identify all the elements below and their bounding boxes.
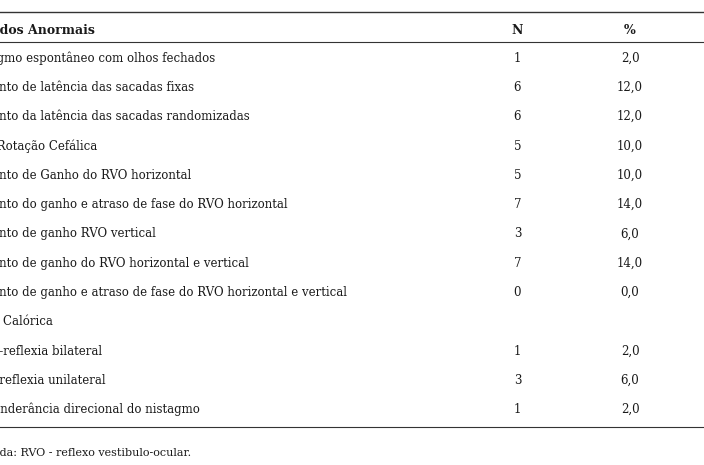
Text: Nistagmo espontâneo com olhos fechados: Nistagmo espontâneo com olhos fechados <box>0 51 215 65</box>
Text: 3: 3 <box>514 374 521 387</box>
Text: 6: 6 <box>514 81 521 94</box>
Text: 14,0: 14,0 <box>617 257 643 270</box>
Text: 6: 6 <box>514 110 521 123</box>
Text: 5: 5 <box>514 140 521 153</box>
Text: 0,0: 0,0 <box>621 286 639 299</box>
Text: Hiporreflexia unilateral: Hiporreflexia unilateral <box>0 374 106 387</box>
Text: 6,0: 6,0 <box>621 374 639 387</box>
Text: 12,0: 12,0 <box>617 110 643 123</box>
Text: 6,0: 6,0 <box>621 227 639 240</box>
Text: Aumento de Ganho do RVO horizontal: Aumento de Ganho do RVO horizontal <box>0 169 191 182</box>
Text: 1: 1 <box>514 52 521 65</box>
Text: 7: 7 <box>514 257 521 270</box>
Text: 2,0: 2,0 <box>621 52 639 65</box>
Text: 12,0: 12,0 <box>617 81 643 94</box>
Text: 2,0: 2,0 <box>621 345 639 358</box>
Text: 10,0: 10,0 <box>617 169 643 182</box>
Text: 1: 1 <box>514 345 521 358</box>
Text: Auto-Rotação Cefálica: Auto-Rotação Cefálica <box>0 139 97 153</box>
Text: 0: 0 <box>514 286 521 299</box>
Text: 14,0: 14,0 <box>617 198 643 211</box>
Text: Aumento do ganho e atraso de fase do RVO horizontal: Aumento do ganho e atraso de fase do RVO… <box>0 198 287 211</box>
Text: N: N <box>512 24 523 37</box>
Text: Aumento de ganho e atraso de fase do RVO horizontal e vertical: Aumento de ganho e atraso de fase do RVO… <box>0 286 347 299</box>
Text: 2,0: 2,0 <box>621 403 639 416</box>
Text: Preponderância direcional do nistagmo: Preponderância direcional do nistagmo <box>0 403 200 417</box>
Text: 5: 5 <box>514 169 521 182</box>
Text: 7: 7 <box>514 198 521 211</box>
Text: Legenda: RVO - reflexo vestibulo-ocular.: Legenda: RVO - reflexo vestibulo-ocular. <box>0 448 191 458</box>
Text: 10,0: 10,0 <box>617 140 643 153</box>
Text: Aumento de ganho do RVO horizontal e vertical: Aumento de ganho do RVO horizontal e ver… <box>0 257 249 270</box>
Text: 1: 1 <box>514 403 521 416</box>
Text: Hiper-reflexia bilateral: Hiper-reflexia bilateral <box>0 345 102 358</box>
Text: Aumento de ganho RVO vertical: Aumento de ganho RVO vertical <box>0 227 156 240</box>
Text: 3: 3 <box>514 227 521 240</box>
Text: %: % <box>624 24 636 37</box>
Text: Prova Calórica: Prova Calórica <box>0 315 53 328</box>
Text: Aumento de latência das sacadas fixas: Aumento de latência das sacadas fixas <box>0 81 194 94</box>
Text: Aumento da latência das sacadas randomizadas: Aumento da latência das sacadas randomiz… <box>0 110 249 123</box>
Text: Achados Anormais: Achados Anormais <box>0 24 94 37</box>
